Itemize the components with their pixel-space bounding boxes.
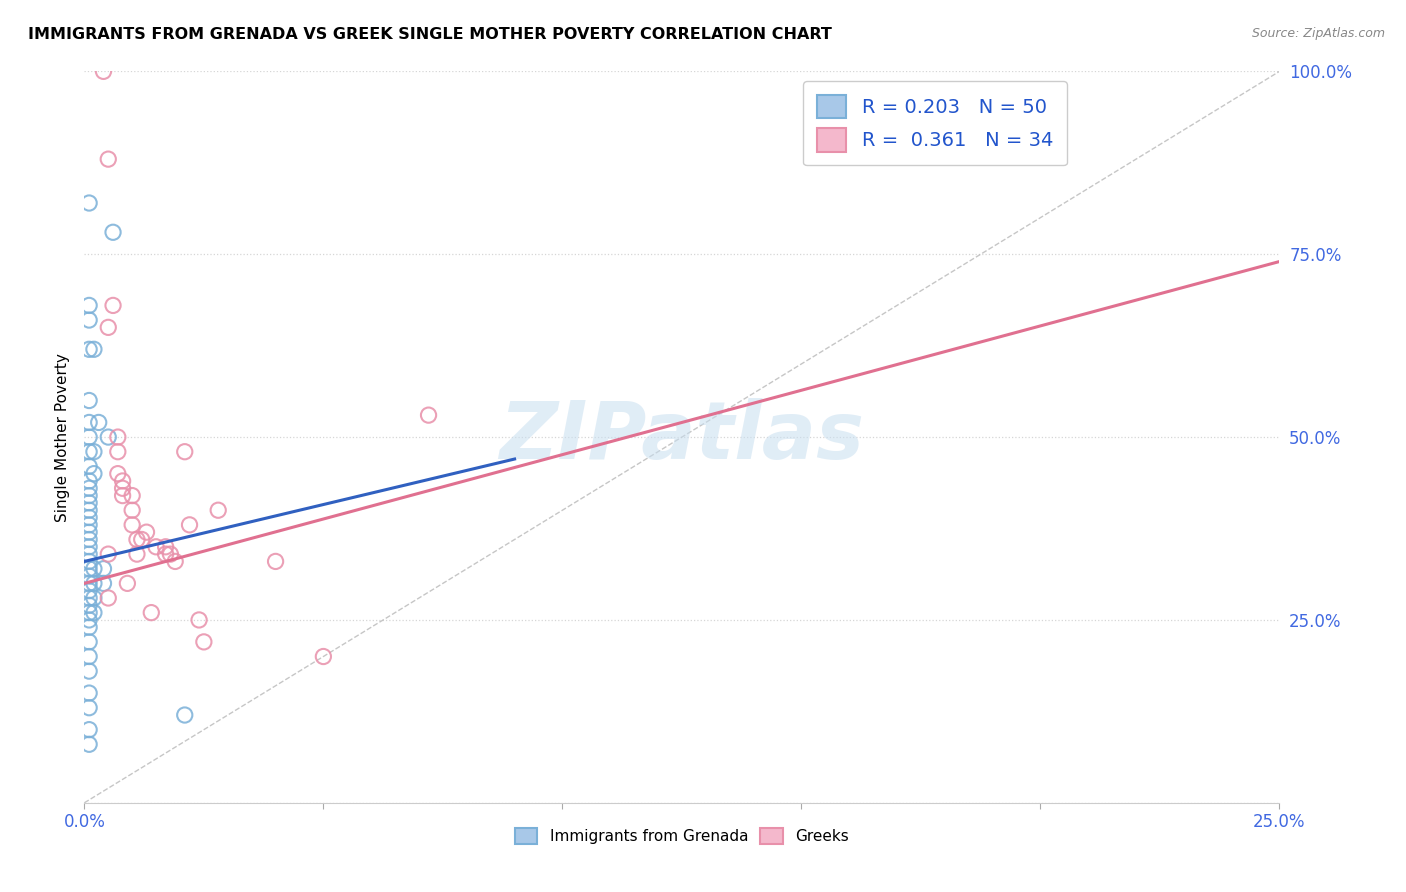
- Point: [77, 393, 100, 408]
- Point: [93, 64, 115, 78]
- Point: [77, 496, 100, 510]
- Point: [77, 599, 100, 613]
- Point: [77, 459, 100, 474]
- Point: [87, 416, 110, 430]
- Point: [83, 576, 105, 591]
- Point: [173, 444, 195, 458]
- Point: [312, 649, 335, 664]
- Point: [77, 649, 100, 664]
- Point: [111, 481, 134, 495]
- Point: [77, 562, 100, 576]
- Point: [141, 606, 163, 620]
- Point: [83, 562, 105, 576]
- Point: [107, 467, 129, 481]
- Point: [97, 591, 120, 605]
- Point: [173, 708, 195, 723]
- Point: [77, 569, 100, 583]
- Point: [107, 430, 129, 444]
- Point: [77, 517, 100, 532]
- Point: [179, 517, 201, 532]
- Point: [121, 517, 143, 532]
- Point: [97, 430, 120, 444]
- Y-axis label: Single Mother Poverty: Single Mother Poverty: [55, 352, 70, 522]
- Point: [77, 540, 100, 554]
- Point: [83, 444, 105, 458]
- Point: [77, 613, 100, 627]
- Point: [77, 489, 100, 503]
- Point: [101, 298, 124, 312]
- Point: [135, 525, 157, 540]
- Point: [77, 686, 100, 700]
- Point: [77, 525, 100, 540]
- Point: [155, 540, 177, 554]
- Point: [77, 700, 100, 714]
- Point: [77, 510, 100, 524]
- Point: [77, 481, 100, 495]
- Point: [77, 737, 100, 751]
- Point: [101, 225, 124, 239]
- Point: [77, 606, 100, 620]
- Point: [97, 547, 120, 561]
- Point: [418, 408, 440, 422]
- Point: [121, 503, 143, 517]
- Text: IMMIGRANTS FROM GRENADA VS GREEK SINGLE MOTHER POVERTY CORRELATION CHART: IMMIGRANTS FROM GRENADA VS GREEK SINGLE …: [28, 27, 832, 42]
- Point: [125, 533, 148, 547]
- Point: [93, 576, 115, 591]
- Point: [83, 606, 105, 620]
- Point: [77, 576, 100, 591]
- Point: [77, 635, 100, 649]
- Point: [77, 444, 100, 458]
- Point: [264, 554, 287, 568]
- Point: [77, 620, 100, 634]
- Point: [145, 540, 167, 554]
- Point: [155, 547, 177, 561]
- Point: [77, 723, 100, 737]
- Point: [77, 554, 100, 568]
- Point: [117, 576, 139, 591]
- Point: [77, 196, 100, 211]
- Point: [97, 320, 120, 334]
- Point: [121, 489, 143, 503]
- Point: [207, 503, 229, 517]
- Point: [77, 416, 100, 430]
- Point: [77, 474, 100, 488]
- Point: [83, 343, 105, 357]
- Point: [159, 547, 181, 561]
- Legend: Immigrants from Grenada, Greeks: Immigrants from Grenada, Greeks: [509, 822, 855, 850]
- Point: [77, 591, 100, 605]
- Point: [111, 489, 134, 503]
- Point: [188, 613, 211, 627]
- Point: [165, 554, 187, 568]
- Point: [111, 474, 134, 488]
- Point: [83, 467, 105, 481]
- Point: [77, 547, 100, 561]
- Point: [107, 444, 129, 458]
- Text: Source: ZipAtlas.com: Source: ZipAtlas.com: [1251, 27, 1385, 40]
- Text: ZIPatlas: ZIPatlas: [499, 398, 865, 476]
- Point: [77, 503, 100, 517]
- Point: [77, 430, 100, 444]
- Point: [193, 635, 215, 649]
- Point: [125, 547, 148, 561]
- Point: [77, 313, 100, 327]
- Point: [77, 298, 100, 312]
- Point: [131, 533, 153, 547]
- Point: [77, 583, 100, 598]
- Point: [77, 343, 100, 357]
- Point: [97, 152, 120, 166]
- Point: [93, 562, 115, 576]
- Point: [83, 591, 105, 605]
- Point: [77, 533, 100, 547]
- Point: [77, 664, 100, 678]
